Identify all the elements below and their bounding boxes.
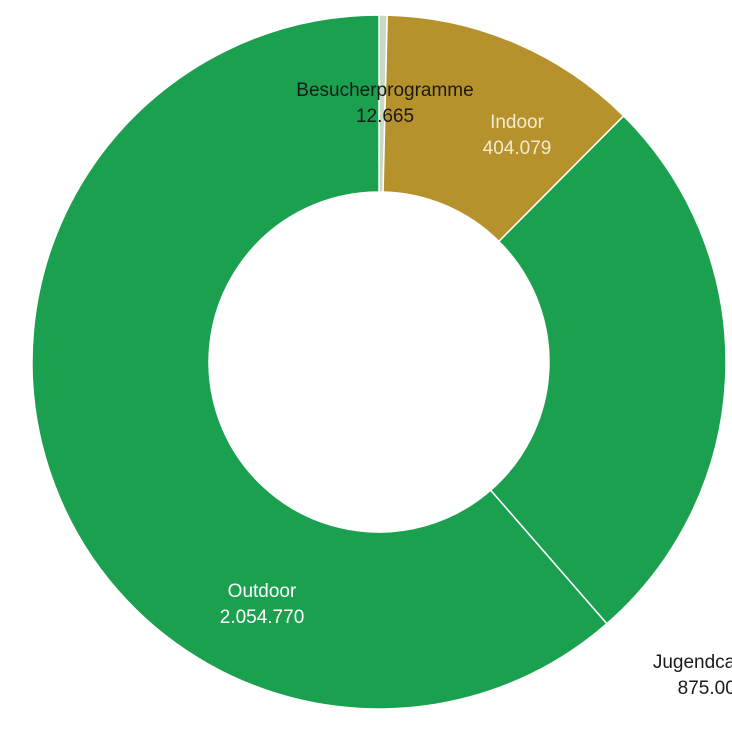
slice-label-besucherprogramme: Besucherprogramme 12.665 [296,80,473,127]
slice-labels: Besucherprogramme 12.665 Indoor 404.079 Juge… [220,80,732,699]
slice-label-name: Outdoor [228,581,297,602]
slice-label-value: 404.079 [483,138,552,159]
slice-label-name: Besucherprogramme [296,80,473,101]
slice-label-name: Jugendcamps [653,652,732,673]
slice-label-name: Indoor [490,112,545,133]
slice-label-jugendcamps: Jugendcamps 875.000 [653,652,732,699]
slice-label-value: 875.000 [678,678,732,699]
slice-label-value: 2.054.770 [220,607,305,628]
slice-label-outdoor: Outdoor 2.054.770 [220,581,305,628]
slice-indoor [382,14,625,243]
donut-slices [31,14,727,710]
slice-jugendcamps [489,114,727,625]
slice-label-indoor: Indoor 404.079 [483,112,552,159]
slice-label-value: 12.665 [356,106,414,127]
slice-outdoor [31,14,608,710]
